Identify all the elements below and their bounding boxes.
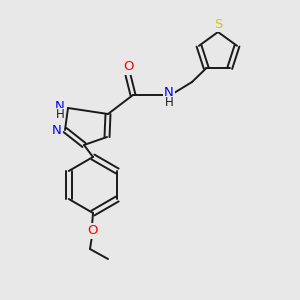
Text: H: H bbox=[56, 109, 64, 122]
Text: H: H bbox=[165, 97, 173, 110]
Text: O: O bbox=[87, 224, 97, 238]
Text: N: N bbox=[164, 86, 174, 100]
Text: N: N bbox=[55, 100, 65, 112]
Text: N: N bbox=[52, 124, 62, 136]
Text: S: S bbox=[214, 17, 222, 31]
Text: O: O bbox=[124, 61, 134, 74]
